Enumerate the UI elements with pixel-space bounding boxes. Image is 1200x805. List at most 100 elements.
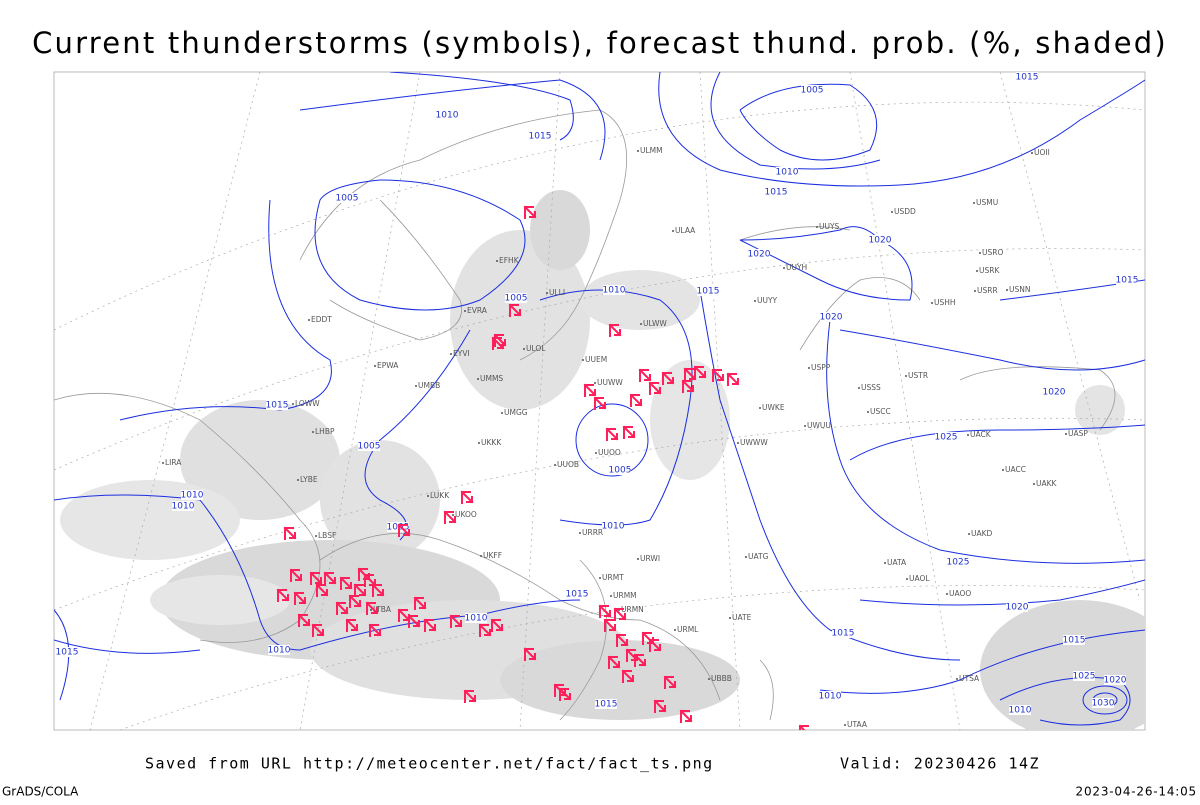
thunderstorm-symbol <box>397 523 411 537</box>
station-dot <box>312 431 314 433</box>
station-label: UKKK <box>481 438 502 447</box>
station-label: LOWW <box>295 399 320 408</box>
thunderstorm-symbol <box>648 381 662 395</box>
station-dot <box>480 555 482 557</box>
station-label: UWKE <box>762 403 785 412</box>
thunderstorm-symbol <box>613 607 627 621</box>
station-dot <box>297 479 299 481</box>
station-label: UAKK <box>1036 479 1058 488</box>
isobar-label: 1010 <box>1009 706 1032 716</box>
station-label: ULAA <box>675 226 696 235</box>
thunderstorm-symbol <box>622 425 636 439</box>
station-dot <box>579 532 581 534</box>
station-label: UACC <box>1005 465 1026 474</box>
isobar-label: 1010 <box>436 111 459 121</box>
station-dot <box>759 407 761 409</box>
isobar-label: 1015 <box>595 700 618 710</box>
thunderstorm-symbol <box>363 573 377 587</box>
thunderstorm-symbol <box>297 613 311 627</box>
station-dot <box>754 300 756 302</box>
thunderstorm-symbol <box>311 623 325 637</box>
station-dot <box>415 385 417 387</box>
thunderstorm-symbol <box>633 653 647 667</box>
station-dot <box>640 323 642 325</box>
isobar-label-bg <box>1073 671 1095 681</box>
station-dot <box>816 226 818 228</box>
station-dot <box>292 403 294 405</box>
isobar-label: 1015 <box>56 648 79 658</box>
station-dot <box>501 412 503 414</box>
station-label: EYVI <box>453 349 470 358</box>
isobar-label-bg <box>801 85 823 95</box>
thunderstorm-symbol <box>711 368 725 382</box>
station-label: URMN <box>621 605 644 614</box>
isobar-label: 1015 <box>529 132 552 142</box>
station-dot <box>905 375 907 377</box>
isobar-label-bg <box>609 465 631 475</box>
station-label: UUYH <box>786 263 807 272</box>
station-label: UUYS <box>819 222 840 231</box>
isobar-label-bg <box>566 589 588 599</box>
isobar-label-layer: 1010 1015 1005 1005 1010 1015 1015 1005 1005 1010… <box>56 72 1138 716</box>
station-label: EPWA <box>377 361 399 370</box>
station-label: ULLI <box>549 288 565 297</box>
station-label: ULMM <box>640 146 663 155</box>
valid-time: Valid: 20230426 14Z <box>840 755 1040 773</box>
thunderstorm-symbol <box>621 669 635 683</box>
thunderstorm-symbol <box>603 618 617 632</box>
thunderstorm-symbol <box>679 709 693 723</box>
thunderstorm-symbol <box>663 675 677 689</box>
isobar-label: 1010 <box>465 614 488 624</box>
coastlines <box>54 109 1116 721</box>
station-dot <box>464 310 466 312</box>
station-label: UKFF <box>483 551 502 560</box>
station-label: UATA <box>887 558 907 567</box>
station-label: UKOO <box>455 510 477 519</box>
station-dot <box>637 558 639 560</box>
station-label: UATG <box>748 552 769 561</box>
thunderstorm-symbol <box>368 623 382 637</box>
thunderstorm-symbol <box>460 490 474 504</box>
thunderstorm-symbol <box>607 655 621 669</box>
isobar-label-bg <box>358 441 380 451</box>
thunderstorm-symbol <box>449 614 463 628</box>
station-label: USRK <box>979 266 1000 275</box>
thunderstorm-symbol <box>598 604 612 618</box>
station-dot <box>1002 469 1004 471</box>
station-label: URML <box>677 625 699 634</box>
thunderstorm-symbol <box>293 591 307 605</box>
thunderstorm-symbol <box>423 618 437 632</box>
isobar-label-bg <box>595 699 617 709</box>
station-dot <box>674 629 676 631</box>
thunderstorm-symbol <box>323 571 337 585</box>
station-label: LYBE <box>300 475 318 484</box>
thunderstorm-symbol <box>641 631 655 645</box>
station-label: ULOL <box>526 344 546 353</box>
thunderstorm-symbol <box>353 583 367 597</box>
isobar-label-bg <box>765 187 787 197</box>
isobar-label-bg <box>336 193 358 203</box>
isobar-label: 1020 <box>820 313 843 323</box>
station-label: USHH <box>934 298 956 307</box>
thunderstorm-symbol <box>339 576 353 590</box>
isobar-label-bg <box>172 501 194 511</box>
station-label: USSS <box>861 383 881 392</box>
station-label: USDD <box>894 207 916 216</box>
thunderstorm-symbol <box>345 618 359 632</box>
station-dot <box>477 378 479 380</box>
station-label: URWI <box>640 554 660 563</box>
station-label: UUYY <box>757 296 778 305</box>
isobar-label: 1010 <box>602 522 625 532</box>
station-label: USRR <box>977 286 998 295</box>
station-dot <box>599 577 601 579</box>
isobar-label: 1025 <box>935 433 958 443</box>
station-label: UMMS <box>480 374 503 383</box>
station-label: LBSF <box>318 531 336 540</box>
thunderstorm-symbol <box>413 596 427 610</box>
isobar-label-bg <box>1006 602 1028 612</box>
isobar-label-bg <box>1043 387 1065 397</box>
thunderstorm-symbol <box>625 648 639 662</box>
isobar-label: 1020 <box>748 250 771 260</box>
